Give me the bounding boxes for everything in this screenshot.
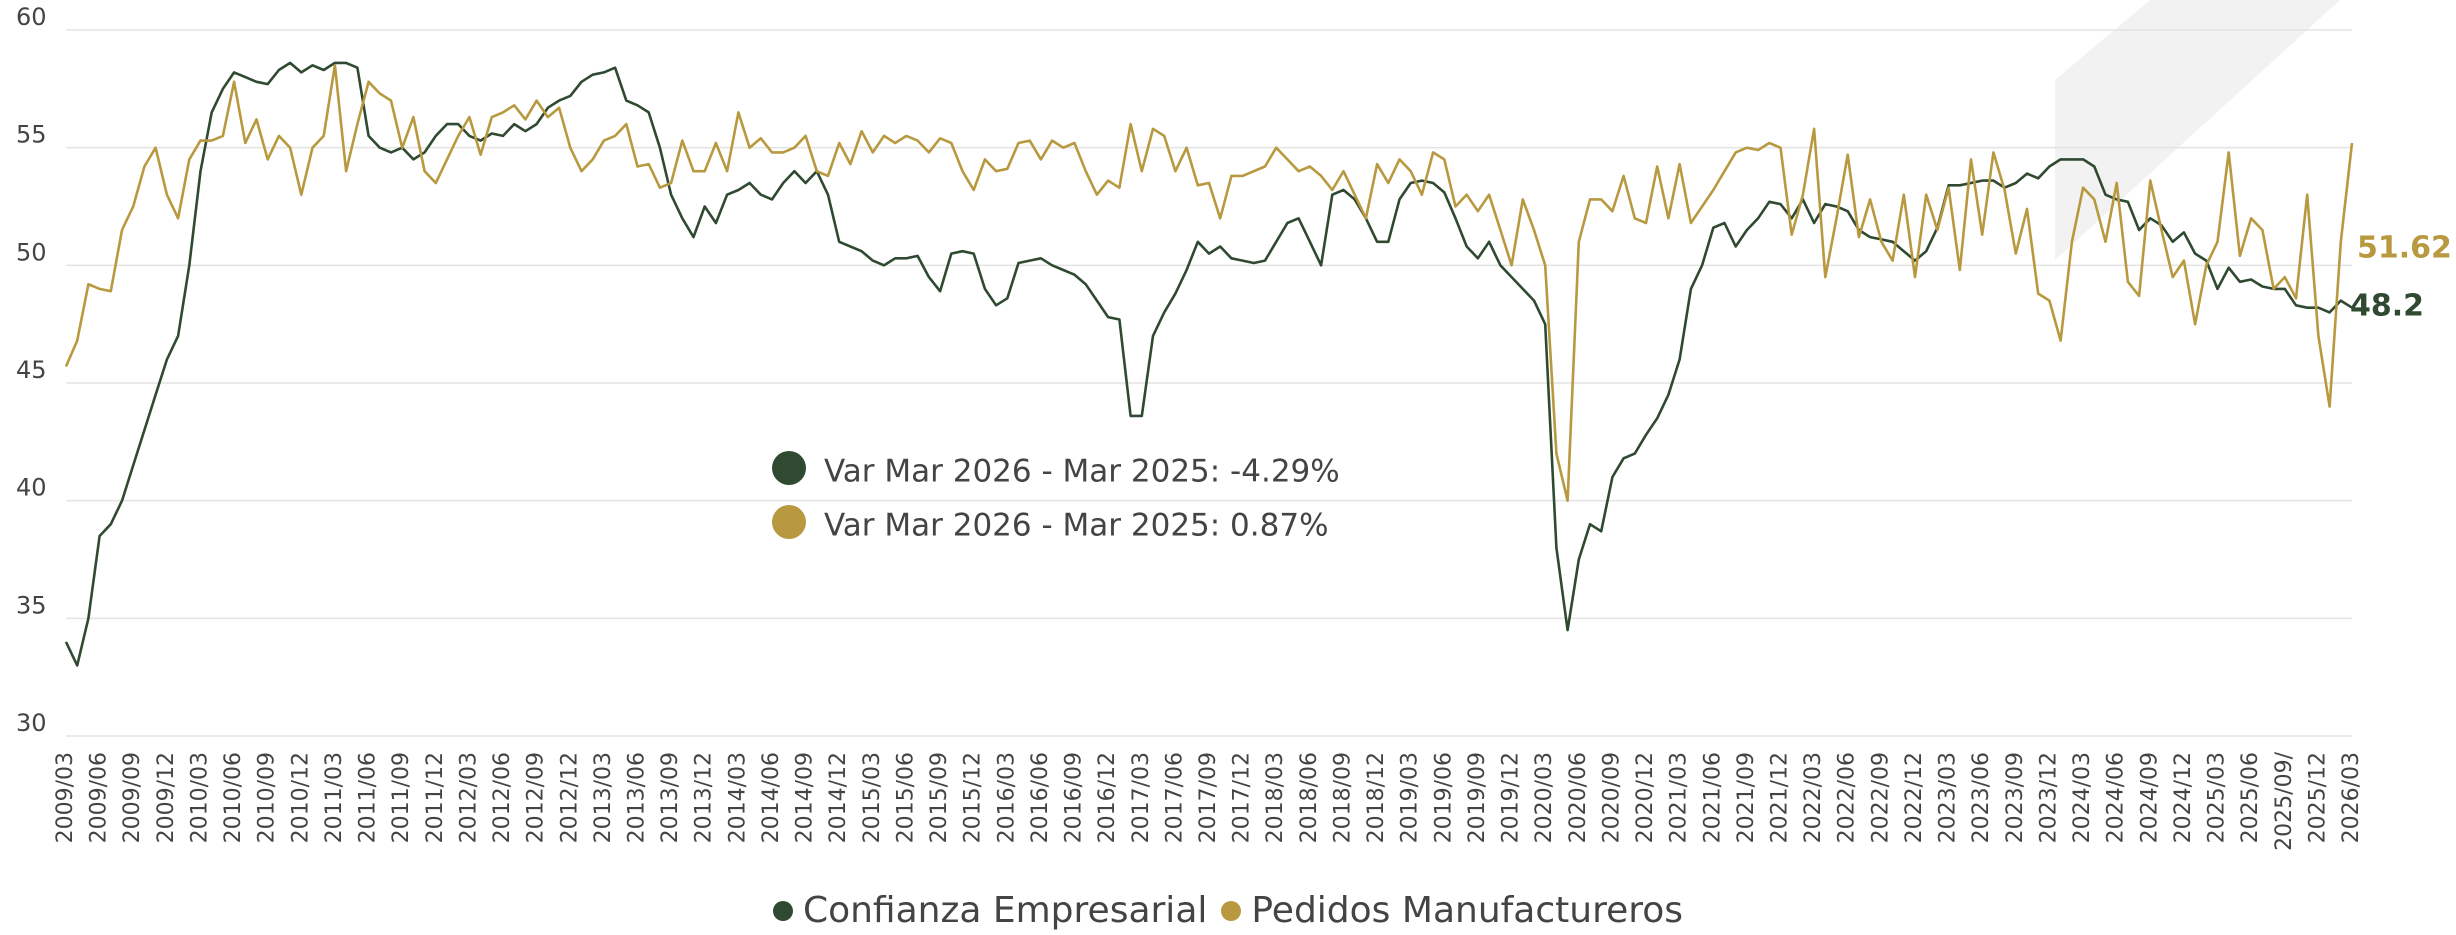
grid	[66, 29, 2352, 737]
x-tick-label: 2013/03	[591, 752, 616, 843]
legend-marker	[772, 900, 793, 921]
x-tick-label: 2019/12	[1499, 752, 1524, 843]
x-tick-label: 2009/03	[53, 752, 78, 843]
chart: 30 35 40 45 50 55 60 2009/03 2009/06 2009/09 2009/…	[16, 0, 2452, 851]
x-tick-label: 2009/06	[87, 752, 112, 843]
x-tick-label: 2011/12	[423, 752, 448, 843]
x-tick-label: 2012/06	[490, 752, 515, 843]
end-label: 51.62	[2357, 231, 2452, 266]
legend-marker	[1221, 900, 1242, 921]
x-tick-label: 2014/06	[759, 752, 784, 843]
x-tick-label: 2016/06	[1028, 752, 1053, 843]
legend-item: Confianza Empresarial	[772, 890, 1208, 931]
x-tick-label: 2016/12	[1095, 752, 1120, 843]
x-tick-label: 2014/12	[826, 752, 851, 843]
annotation-dot	[772, 451, 806, 485]
labels: 30 35 40 45 50 55 60 2009/03 2009/06 2009/09 2009/…	[16, 3, 2452, 851]
x-tick-label: 2017/12	[1230, 752, 1255, 843]
legend-label: Confianza Empresarial	[802, 890, 1208, 931]
x-tick-label: 2015/09	[927, 752, 952, 843]
x-tick-label: 2012/03	[456, 752, 481, 843]
x-tick-label: 2020/09	[1599, 752, 1624, 843]
x-tick-label: 2024/09	[2137, 752, 2162, 843]
legend: Confianza Empresarial Pedidos Manufacture…	[0, 890, 2456, 931]
y-tick-label: 60	[16, 3, 47, 31]
lines	[64, 61, 2354, 667]
x-tick-label: 2015/12	[961, 752, 986, 843]
x-tick-label: 2014/09	[793, 752, 818, 843]
x-tick-label: 2017/09	[1196, 752, 1221, 843]
legend-item: Pedidos Manufactureros	[1221, 890, 1683, 931]
end-label: 48.2	[2350, 289, 2424, 324]
y-tick-label: 30	[16, 709, 47, 737]
x-tick-label: 2022/06	[1835, 752, 1860, 843]
x-tick-label: 2019/09	[1465, 752, 1490, 843]
x-tick-label: 2024/06	[2104, 752, 2129, 843]
y-tick-label: 55	[16, 121, 47, 149]
x-tick-label: 2013/06	[625, 752, 650, 843]
x-tick-label: 2017/03	[1129, 752, 1154, 843]
x-tick-label: 2025/06	[2238, 752, 2263, 843]
annotation: Var Mar 2026 - Mar 2025: -4.29%	[824, 454, 1340, 490]
x-tick-label: 2023/09	[2003, 752, 2028, 843]
x-tick-label: 2022/12	[1902, 752, 1927, 843]
series-line	[64, 64, 2354, 502]
x-tick-label: 2016/09	[1062, 752, 1087, 843]
x-tick-label: 2010/03	[187, 752, 212, 843]
x-tick-label: 2012/12	[557, 752, 582, 843]
x-tick-label: 2020/12	[1633, 752, 1658, 843]
x-tick-label: 2014/03	[725, 752, 750, 843]
x-tick-label: 2016/03	[994, 752, 1019, 843]
x-tick-label: 2010/06	[221, 752, 246, 843]
x-tick-label: 2023/12	[2036, 752, 2061, 843]
x-tick-label: 2018/12	[1364, 752, 1389, 843]
x-tick-label: 2018/03	[1263, 752, 1288, 843]
x-tick-label: 2023/06	[1969, 752, 1994, 843]
x-tick-label: 2012/09	[524, 752, 549, 843]
x-tick-label: 2024/12	[2171, 752, 2196, 843]
x-tick-label: 2021/09	[1734, 752, 1759, 843]
annotation-dot	[772, 505, 806, 539]
x-tick-label: 2013/09	[658, 752, 683, 843]
x-tick-label: 2011/06	[356, 752, 381, 843]
y-tick-label: 45	[16, 356, 47, 384]
series-line	[64, 61, 2353, 667]
x-tick-label: 2015/03	[860, 752, 885, 843]
x-tick-label: 2015/06	[893, 752, 918, 843]
x-tick-label: 2025/12	[2305, 752, 2330, 843]
x-tick-label: 2020/06	[1566, 752, 1591, 843]
x-tick-label: 2018/06	[1297, 752, 1322, 843]
legend-label: Pedidos Manufactureros	[1251, 890, 1684, 931]
x-tick-label: 2025/03	[2205, 752, 2230, 843]
x-tick-label: 2017/06	[1162, 752, 1187, 843]
x-tick-label: 2019/03	[1398, 752, 1423, 843]
x-tick-label: 2010/09	[255, 752, 280, 843]
x-tick-label: 2009/12	[154, 752, 179, 843]
y-tick-label: 40	[16, 474, 47, 502]
y-tick-label: 50	[16, 238, 47, 266]
x-tick-label: 2021/03	[1667, 752, 1692, 843]
annotation: Var Mar 2026 - Mar 2025: 0.87%	[824, 508, 1329, 544]
x-tick-label: 2026/03	[2339, 752, 2364, 843]
x-tick-label: 2020/03	[1532, 752, 1557, 843]
x-tick-label: 2021/12	[1768, 752, 1793, 843]
x-tick-label: 2025/09/	[2272, 751, 2297, 850]
x-tick-label: 2024/03	[2070, 752, 2095, 843]
x-tick-label: 2023/03	[1936, 752, 1961, 843]
x-tick-label: 2011/03	[322, 752, 347, 843]
x-tick-label: 2022/03	[1801, 752, 1826, 843]
x-tick-label: 2021/06	[1700, 752, 1725, 843]
x-tick-label: 2009/09	[120, 752, 145, 843]
x-tick-label: 2013/12	[692, 752, 717, 843]
x-tick-label: 2018/09	[1330, 752, 1355, 843]
x-tick-label: 2010/12	[288, 752, 313, 843]
y-tick-label: 35	[16, 591, 47, 619]
x-tick-label: 2019/06	[1431, 752, 1456, 843]
x-tick-label: 2011/09	[389, 752, 414, 843]
x-tick-label: 2022/09	[1868, 752, 1893, 843]
decoration	[2055, 0, 2340, 260]
